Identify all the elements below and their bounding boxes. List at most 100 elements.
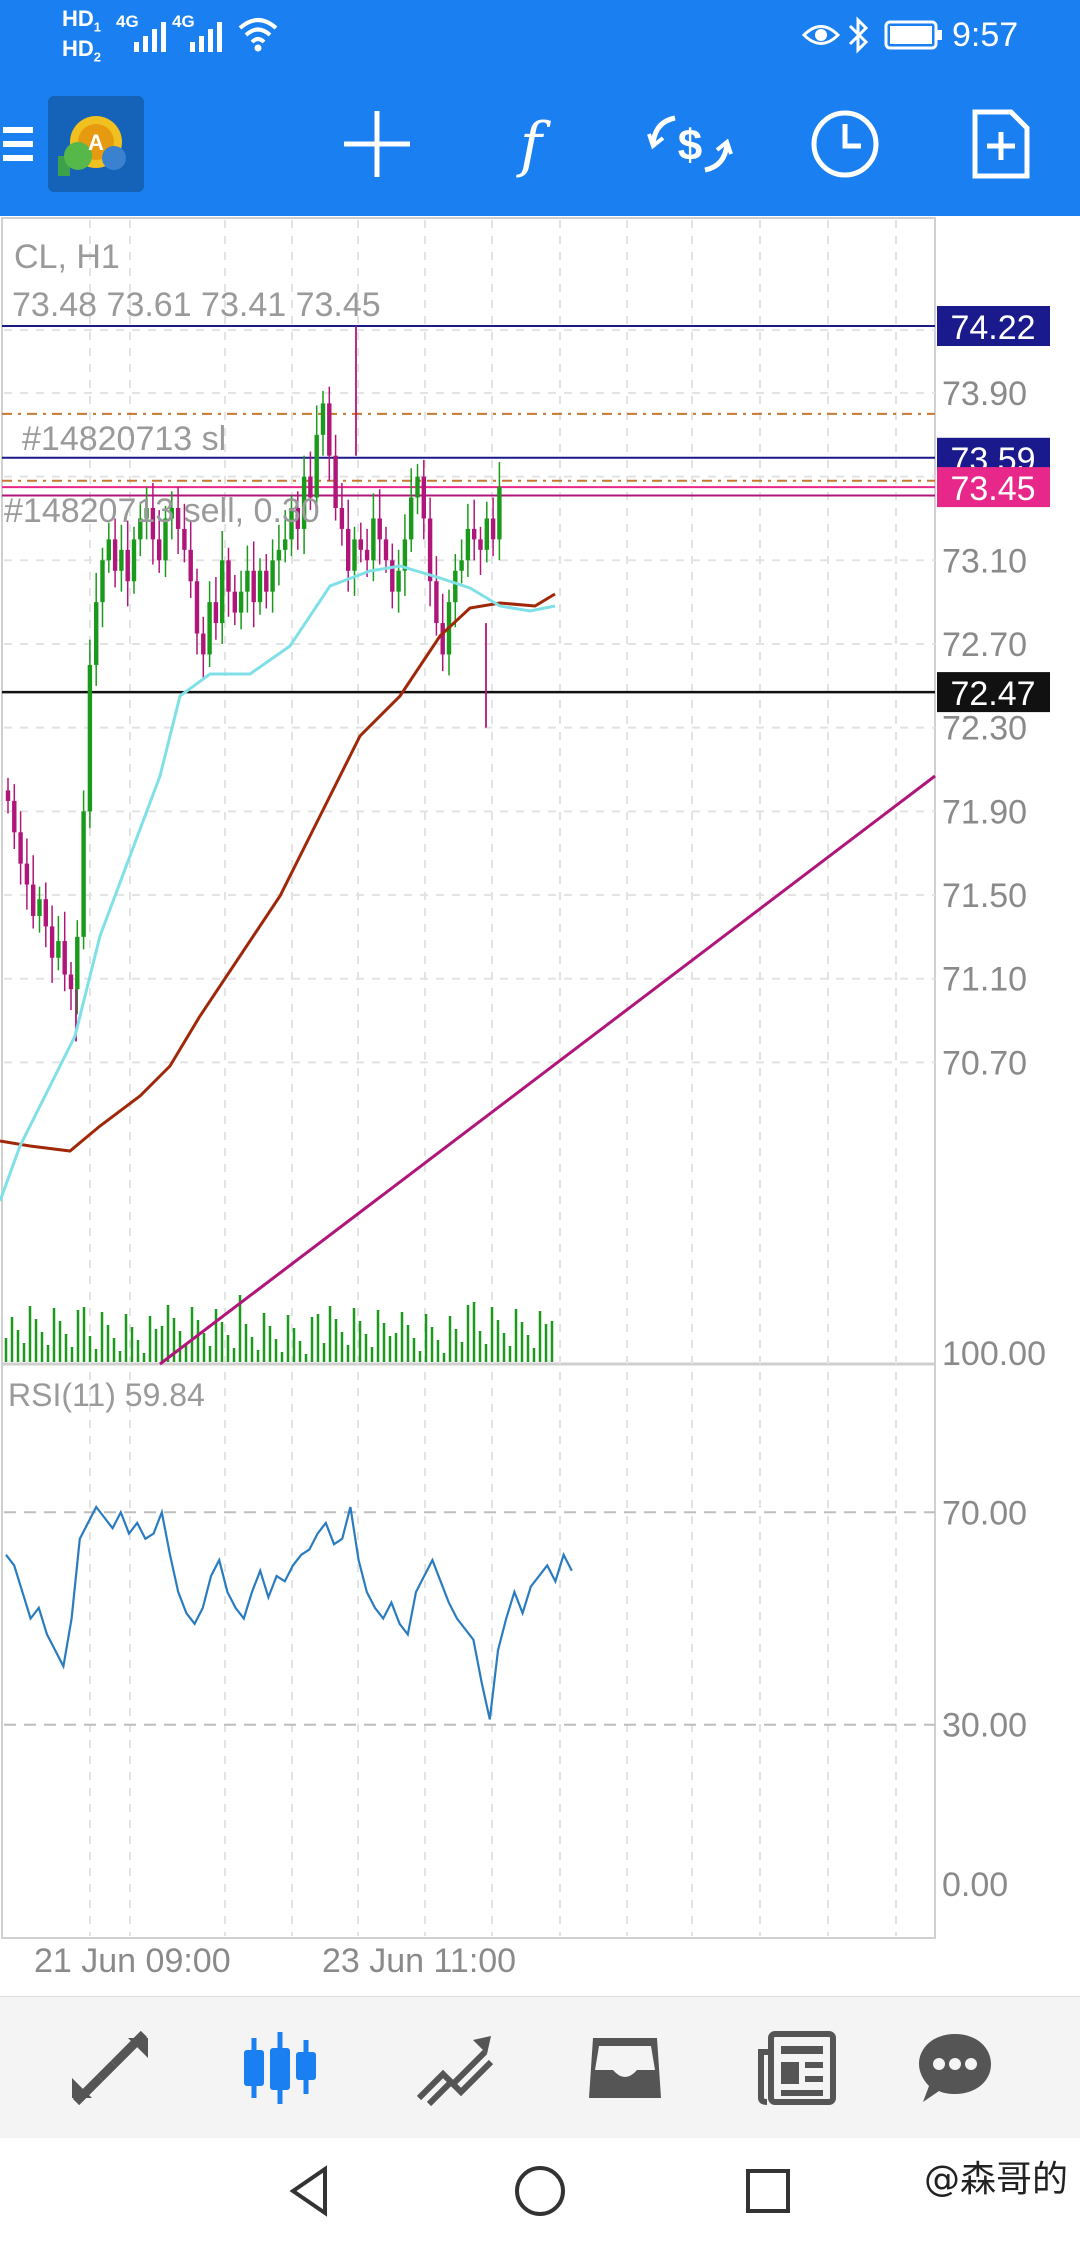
candle-body (68, 974, 74, 990)
order-label: #14820713 sell, 0.30 (4, 492, 320, 530)
candle-body (5, 790, 11, 801)
candle-body (390, 560, 395, 592)
candle-body (56, 941, 61, 958)
candle-body (478, 539, 483, 550)
rsi-axis: 100.00 70.00 30.00 0.00 (942, 1335, 1046, 1904)
candle-body (12, 800, 17, 833)
candle-body (333, 455, 338, 509)
candle-body (87, 664, 93, 812)
level-lines (2, 325, 935, 694)
candle-body (125, 549, 130, 582)
candle-body (119, 549, 124, 571)
price-tick: 71.50 (942, 877, 1027, 915)
price-tag-bg (937, 306, 1050, 346)
trade-icon[interactable]: $ (640, 72, 740, 216)
recents-button[interactable] (728, 2138, 808, 2244)
chart-area[interactable]: CL, H1 73.48 73.61 73.41 73.45 #14820713… (0, 216, 1080, 1996)
volume-bars (4, 1295, 554, 1362)
rsi-tick: 100.00 (942, 1335, 1046, 1373)
trendline[interactable] (159, 774, 936, 1366)
candle-body (238, 591, 244, 613)
candle-body (150, 508, 156, 540)
signal1-icon (134, 22, 166, 52)
candle-body (188, 549, 193, 582)
new-order-icon[interactable] (956, 72, 1046, 216)
net1-label: 4G (116, 12, 139, 31)
price-tag-bg (937, 467, 1050, 508)
candle-body (295, 508, 300, 529)
candle-body (346, 528, 351, 571)
price-tag-bg (937, 672, 1050, 713)
rsi-tick: 0.00 (942, 1866, 1008, 1904)
candle-body (131, 539, 137, 582)
candle-body (62, 941, 67, 975)
battery-icon (884, 20, 942, 50)
symbol-label: CL, H1 (14, 238, 120, 276)
candle-body (371, 518, 376, 561)
status-bar: HD1 HD2 4G 4G 9:57 (0, 0, 1080, 72)
price-tag-label: 72.47 (950, 675, 1035, 713)
home-button[interactable] (500, 2138, 580, 2244)
candle-body (194, 581, 200, 634)
candle-body (490, 518, 496, 540)
net2-label: 4G (172, 12, 195, 31)
rsi-tick: 70.00 (942, 1494, 1027, 1532)
chat-icon (919, 2034, 991, 2102)
candle-body (421, 476, 426, 519)
candle-body (24, 863, 30, 885)
quotes-tab[interactable] (35, 1997, 185, 2139)
rsi-label: RSI(11) 59.84 (8, 1377, 205, 1413)
candle-body (169, 508, 174, 519)
price-tick: 73.90 (942, 375, 1027, 413)
candle-body (484, 518, 489, 550)
candle-body (226, 560, 231, 592)
sl-label: #14820713 sl (22, 420, 226, 458)
hd1-label: HD1 (62, 6, 102, 35)
candle-body (289, 508, 294, 540)
news-tab[interactable] (722, 1997, 872, 2139)
candle-body (339, 508, 345, 529)
quotes-icon (72, 2030, 148, 2106)
candle-body (201, 633, 206, 655)
price-tick: 70.70 (942, 1044, 1027, 1082)
wifi-icon (238, 18, 278, 52)
system-nav-bar: @森哥的 (0, 2138, 1080, 2244)
chat-tab[interactable] (880, 1997, 1030, 2139)
candle-body (308, 476, 313, 498)
back-button[interactable] (270, 2138, 350, 2244)
ohlc-label: 73.48 73.61 73.41 73.45 (12, 286, 381, 324)
candle-body (245, 570, 250, 592)
svg-text:$: $ (678, 121, 702, 170)
grid (4, 220, 935, 1936)
ma-slow-line (0, 592, 556, 1153)
indicators-icon[interactable]: f (486, 72, 576, 216)
candle-body (352, 539, 357, 571)
price-tag-label: 74.22 (950, 309, 1035, 347)
time-label-2: 23 Jun 11:00 (322, 1942, 516, 1980)
crosshair-icon[interactable] (332, 72, 422, 216)
candle-body (320, 403, 326, 435)
candle-body (402, 539, 408, 571)
candles-icon (244, 2032, 316, 2104)
ma-fast-line (0, 564, 556, 1202)
candle-body (264, 570, 269, 592)
menu-icon[interactable] (0, 72, 40, 216)
candle-body (81, 811, 86, 937)
trade-tab[interactable] (380, 1997, 530, 2139)
chart-svg[interactable]: CL, H1 73.48 73.61 73.41 73.45 #14820713… (0, 216, 1080, 1996)
history-tab[interactable] (550, 1997, 700, 2139)
candle-body (157, 539, 162, 561)
chart-frame (1, 217, 936, 1939)
candle-body (182, 528, 187, 550)
time-label-1: 21 Jun 09:00 (34, 1942, 231, 1980)
chart-tab[interactable] (205, 1997, 355, 2139)
candle-body (270, 560, 275, 592)
candle-body (409, 497, 414, 540)
candle-body (106, 539, 111, 561)
svg-text:A: A (88, 130, 104, 155)
app-logo[interactable]: A (48, 72, 144, 216)
candle-body (314, 434, 319, 498)
hd2-label: HD2 (62, 36, 102, 65)
timeframe-icon[interactable] (800, 72, 890, 216)
inbox-icon (589, 2038, 661, 2098)
